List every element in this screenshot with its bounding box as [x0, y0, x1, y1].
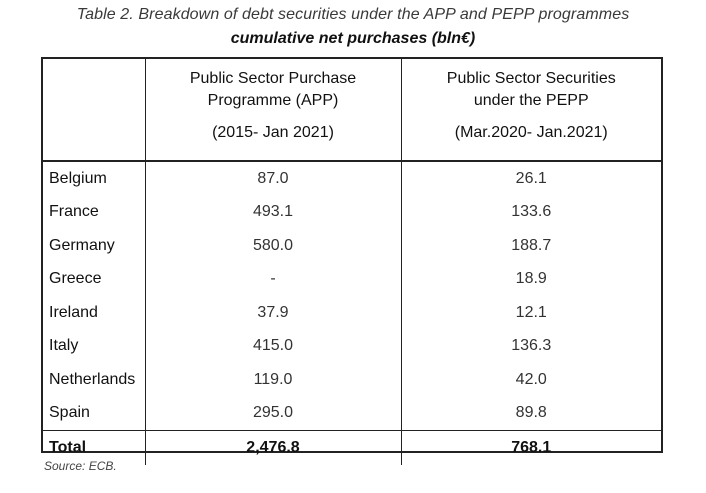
table-row: Netherlands 119.0 42.0: [43, 363, 661, 397]
header-pepp: Public Sector Securities under the PEPP …: [401, 59, 661, 162]
total-row: Total 2,476.8 768.1: [43, 430, 661, 465]
row-app-value: 415.0: [145, 329, 402, 363]
row-app-value: 37.9: [145, 296, 402, 330]
table-row: Germany 580.0 188.7: [43, 229, 661, 263]
header-pepp-period: (Mar.2020- Jan.2021): [454, 124, 608, 141]
header-app-title-1: Public Sector Purchase: [189, 70, 357, 87]
table-row: Greece - 18.9: [43, 262, 661, 296]
row-country: France: [43, 195, 146, 229]
row-pepp-value: 89.8: [515, 404, 547, 422]
table-row: Belgium 87.0 26.1: [43, 161, 661, 196]
total-pepp-value: 768.1: [401, 430, 661, 465]
table-row: France 493.1 133.6: [43, 195, 661, 229]
table-caption: Table 2. Breakdown of debt securities un…: [76, 6, 630, 23]
header-empty: [43, 59, 146, 162]
header-app-title-2: Programme (APP): [207, 92, 339, 109]
table-subcaption: cumulative net purchases (bln€): [230, 30, 476, 47]
row-pepp-value: 18.9: [515, 270, 547, 288]
header-pepp-title-2: under the PEPP: [473, 92, 589, 109]
row-app-value: 493.1: [145, 195, 402, 229]
total-label: Total: [43, 430, 146, 465]
row-app-value: -: [145, 262, 402, 296]
source-note: Source: ECB.: [44, 459, 117, 473]
row-country: Spain: [43, 396, 146, 431]
header-row: Public Sector Purchase Programme (APP) (…: [43, 59, 661, 162]
row-country: Ireland: [43, 296, 146, 330]
debt-securities-table: Public Sector Purchase Programme (APP) (…: [43, 59, 661, 465]
row-country: Germany: [43, 229, 146, 263]
header-app: Public Sector Purchase Programme (APP) (…: [145, 59, 402, 162]
row-pepp-value: 26.1: [515, 169, 547, 187]
row-app-value: 295.0: [145, 396, 402, 431]
table-row: Italy 415.0 136.3: [43, 329, 661, 363]
header-app-period: (2015- Jan 2021): [212, 124, 334, 141]
row-country: Greece: [43, 262, 146, 296]
row-pepp-value: 42.0: [515, 370, 547, 388]
row-app-value: 87.0: [145, 161, 402, 196]
row-pepp-value: 136.3: [511, 337, 552, 355]
total-app-value: 2,476.8: [145, 430, 402, 465]
row-country: Belgium: [43, 161, 146, 196]
table-row: Ireland 37.9 12.1: [43, 296, 661, 330]
row-app-value: 580.0: [145, 229, 402, 263]
row-pepp-value: 12.1: [515, 303, 547, 321]
header-pepp-title-1: Public Sector Securities: [446, 70, 616, 87]
row-app-value: 119.0: [145, 363, 402, 397]
row-pepp-value: 133.6: [511, 203, 552, 221]
row-country: Netherlands: [43, 363, 146, 397]
data-table-container: Public Sector Purchase Programme (APP) (…: [41, 57, 663, 465]
row-pepp-value: 188.7: [511, 236, 552, 254]
row-country: Italy: [43, 329, 146, 363]
table-row: Spain 295.0 89.8: [43, 396, 661, 431]
